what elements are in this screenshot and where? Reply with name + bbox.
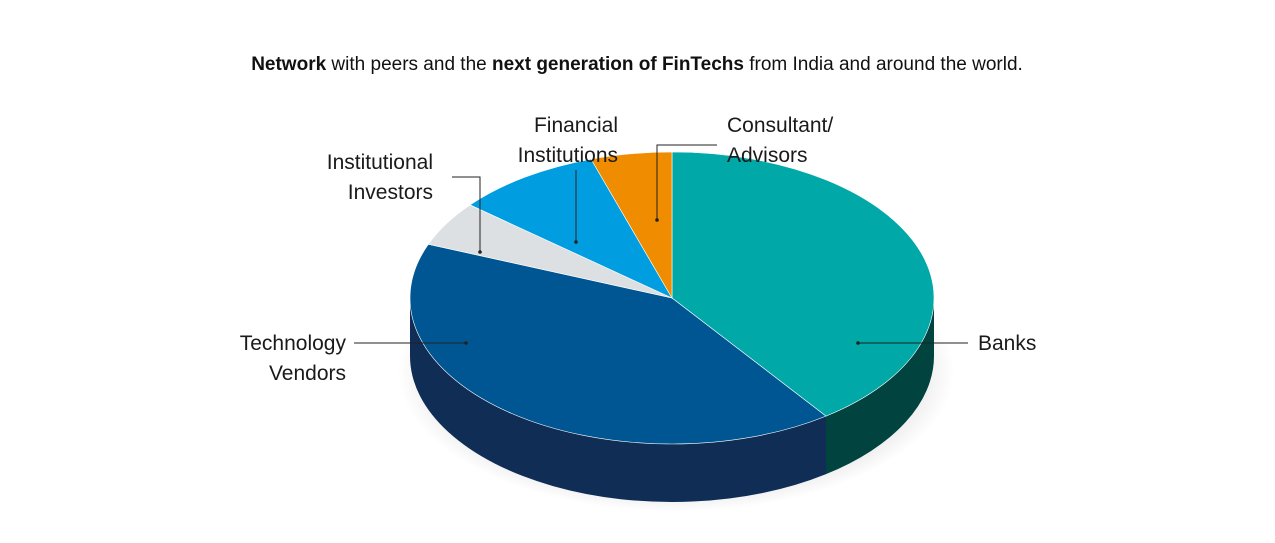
leader-dot-4 [655, 218, 659, 222]
chart-title: Network with peers and the next generati… [251, 54, 1023, 75]
pie-slices [409, 151, 935, 445]
title-part-3: from India and around the world. [744, 54, 1023, 75]
slice-label-1: Technology Vendors [240, 332, 347, 385]
slice-label-0: Banks [978, 332, 1036, 355]
slice-label-3-line-1: Institutions [518, 144, 618, 167]
leader-dot-0 [856, 341, 860, 345]
slice-3 [469, 158, 673, 299]
slice-label-4: Consultant/Advisors [727, 114, 833, 167]
slice-0 [671, 151, 935, 417]
slice-label-1-line-1: Vendors [269, 362, 346, 385]
slice-label-3-line-0: Financial [534, 114, 618, 137]
leader-dot-3 [574, 240, 578, 244]
leader-line-2 [452, 176, 481, 252]
slice-labels: Banks Technology Vendors Institutional Inves… [240, 114, 1037, 385]
slice-label-1-line-0: Technology [240, 332, 347, 355]
pie-sides [410, 298, 934, 502]
slice-side-0-0 [825, 298, 934, 475]
slice-label-2-line-1: Investors [348, 181, 433, 204]
slice-label-3: Financial Institutions [518, 114, 618, 167]
title-part-1: with peers and the [326, 54, 492, 75]
leader-line-4 [656, 144, 717, 220]
leader-dot-1 [464, 341, 468, 345]
slice-label-2: Institutional Investors [327, 151, 433, 204]
slice-label-2-line-0: Institutional [327, 151, 433, 174]
slice-4 [590, 151, 673, 300]
slice-side-1-0 [410, 298, 826, 502]
slice-label-4-line-0: Consultant/ [727, 114, 833, 137]
leader-dot-2 [478, 250, 482, 254]
slice-1 [409, 243, 827, 445]
slice-label-0-line-0: Banks [978, 332, 1036, 355]
title-part-0: Network [251, 54, 326, 75]
title-part-2: next generation of FinTechs [492, 54, 744, 75]
slice-label-4-line-1: Advisors [727, 144, 808, 167]
